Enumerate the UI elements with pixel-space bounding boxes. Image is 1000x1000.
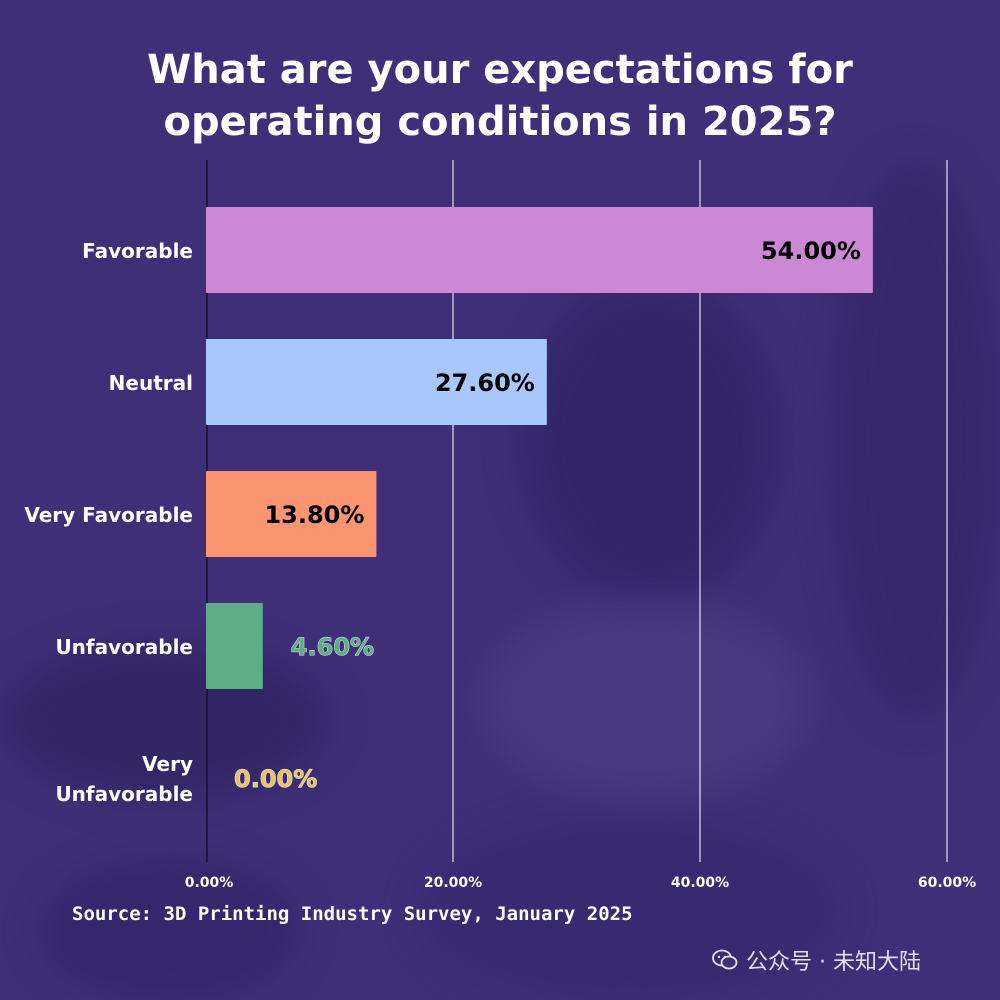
x-tick-label: 0.00% bbox=[185, 875, 234, 891]
x-tick-label: 60.00% bbox=[918, 875, 976, 891]
data-label: 27.60% bbox=[435, 369, 535, 397]
category-label: Very Favorable bbox=[24, 503, 193, 527]
wechat-icon bbox=[712, 949, 738, 970]
chart-title-line-2: operating conditions in 2025? bbox=[163, 99, 837, 145]
category-label: Unfavorable bbox=[55, 635, 193, 659]
category-label: Very Unfavorable bbox=[55, 752, 193, 806]
x-tick-label: 40.00% bbox=[671, 875, 729, 891]
chart-title-line-1: What are your expectations for bbox=[147, 47, 853, 93]
bar bbox=[206, 603, 263, 689]
watermark-text: 公众号 · 未知大陆 bbox=[746, 950, 921, 975]
bar bbox=[206, 339, 547, 425]
bar bbox=[206, 207, 873, 293]
data-label: 13.80% bbox=[264, 501, 364, 529]
watermark: 公众号 · 未知大陆 bbox=[712, 944, 921, 976]
data-label: 0.00% bbox=[234, 765, 317, 793]
bar bbox=[206, 471, 377, 557]
category-label: Favorable bbox=[82, 239, 193, 263]
data-label: 54.00% bbox=[761, 237, 861, 265]
source-note: Source: 3D Printing Industry Survey, Jan… bbox=[72, 903, 633, 925]
category-label: Neutral bbox=[109, 371, 193, 395]
chart-title: What are your expectations for operating… bbox=[0, 44, 1000, 148]
x-tick-label: 20.00% bbox=[424, 875, 482, 891]
data-label: 4.60% bbox=[291, 633, 374, 661]
